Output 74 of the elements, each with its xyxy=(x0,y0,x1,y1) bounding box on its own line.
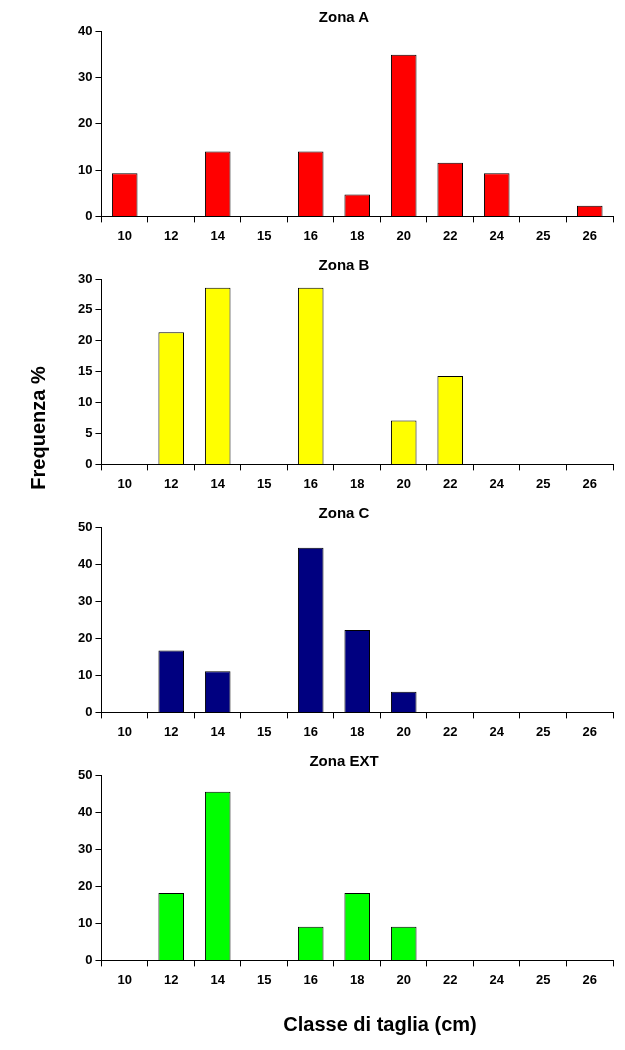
x-tick-label: 12 xyxy=(163,227,179,243)
y-tick-label: 20 xyxy=(77,332,93,348)
x-tick-label: 15 xyxy=(256,971,272,987)
x-tick-label: 12 xyxy=(163,723,179,739)
x-tick-label: 20 xyxy=(396,475,411,491)
x-tick-label: 14 xyxy=(210,227,226,243)
x-tick-label: 24 xyxy=(489,475,505,491)
x-tick-label: 22 xyxy=(443,227,458,243)
y-tick-label: 50 xyxy=(77,766,93,782)
x-tick-label: 16 xyxy=(303,227,318,243)
x-tick-label: 20 xyxy=(396,723,411,739)
y-tick-label: 40 xyxy=(77,803,93,819)
y-tick-label: 30 xyxy=(77,68,93,84)
y-tick-label: 50 xyxy=(77,518,93,534)
y-axis-title: Frequenza % xyxy=(26,366,50,490)
x-tick-label: 25 xyxy=(536,971,551,987)
x-tick-label: 20 xyxy=(396,227,411,243)
x-tick-label: 24 xyxy=(489,227,505,243)
y-tick-label: 20 xyxy=(77,629,93,645)
x-tick-label: 26 xyxy=(582,723,597,739)
y-tick-label: 20 xyxy=(77,877,93,893)
y-tick-label: 30 xyxy=(77,840,93,856)
x-axis-title: Classe di taglia (cm) xyxy=(283,1012,477,1036)
x-tick-label: 26 xyxy=(582,475,597,491)
y-tick-label: 30 xyxy=(77,592,93,608)
x-tick-label: 15 xyxy=(256,227,272,243)
x-tick-label: 25 xyxy=(536,475,551,491)
y-tick-label: 10 xyxy=(77,161,93,177)
x-tick-label: 18 xyxy=(350,475,365,491)
x-tick-label: 15 xyxy=(256,475,272,491)
chart-title: Zona A xyxy=(318,8,370,26)
x-tick-label: 12 xyxy=(163,475,179,491)
y-tick-label: 10 xyxy=(77,666,93,682)
x-tick-label: 10 xyxy=(117,475,132,491)
x-tick-label: 10 xyxy=(117,723,132,739)
y-tick-label: 0 xyxy=(85,207,93,223)
y-tick-label: 15 xyxy=(77,363,93,379)
x-tick-label: 25 xyxy=(536,723,551,739)
x-tick-label: 18 xyxy=(350,723,365,739)
x-tick-label: 26 xyxy=(582,227,597,243)
y-tick-label: 40 xyxy=(77,555,93,571)
x-tick-label: 18 xyxy=(350,971,365,987)
x-tick-label: 20 xyxy=(396,971,411,987)
x-tick-label: 10 xyxy=(117,971,132,987)
y-tick-label: 10 xyxy=(77,914,93,930)
x-tick-label: 25 xyxy=(536,227,551,243)
x-tick-label: 15 xyxy=(256,723,272,739)
x-tick-label: 24 xyxy=(489,723,505,739)
y-tick-label: 0 xyxy=(85,703,93,719)
chart-title: Zona B xyxy=(318,256,370,274)
chart-title: Zona EXT xyxy=(309,752,379,770)
x-tick-label: 18 xyxy=(350,227,365,243)
y-tick-label: 25 xyxy=(77,301,93,317)
x-tick-label: 16 xyxy=(303,723,318,739)
x-tick-label: 14 xyxy=(210,475,226,491)
y-tick-label: 20 xyxy=(77,115,93,131)
y-tick-label: 30 xyxy=(77,270,93,286)
x-tick-label: 16 xyxy=(303,475,318,491)
x-tick-label: 16 xyxy=(303,971,318,987)
y-tick-label: 40 xyxy=(77,22,93,38)
y-tick-label: 0 xyxy=(85,951,93,967)
y-tick-label: 10 xyxy=(77,394,93,410)
x-tick-label: 12 xyxy=(163,971,179,987)
y-tick-label: 0 xyxy=(85,455,93,471)
y-tick-label: 5 xyxy=(85,425,93,441)
x-tick-label: 24 xyxy=(489,971,505,987)
x-tick-label: 22 xyxy=(443,475,458,491)
chart-title: Zona C xyxy=(318,504,370,522)
x-tick-label: 22 xyxy=(443,723,458,739)
x-tick-label: 14 xyxy=(210,971,226,987)
x-tick-label: 14 xyxy=(210,723,226,739)
x-tick-label: 22 xyxy=(443,971,458,987)
x-tick-label: 26 xyxy=(582,971,597,987)
x-tick-label: 10 xyxy=(117,227,132,243)
